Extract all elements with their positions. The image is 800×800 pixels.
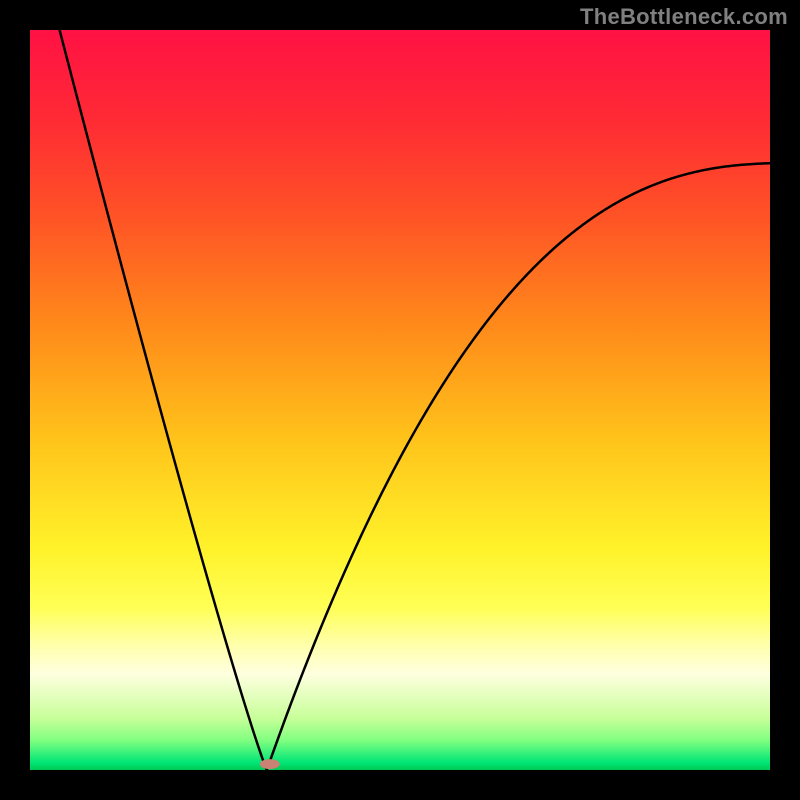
watermark-text: TheBottleneck.com — [580, 4, 788, 30]
optimum-marker — [260, 759, 280, 769]
bottleneck-chart — [0, 0, 800, 800]
plot-area-background — [30, 30, 770, 770]
chart-container: TheBottleneck.com — [0, 0, 800, 800]
